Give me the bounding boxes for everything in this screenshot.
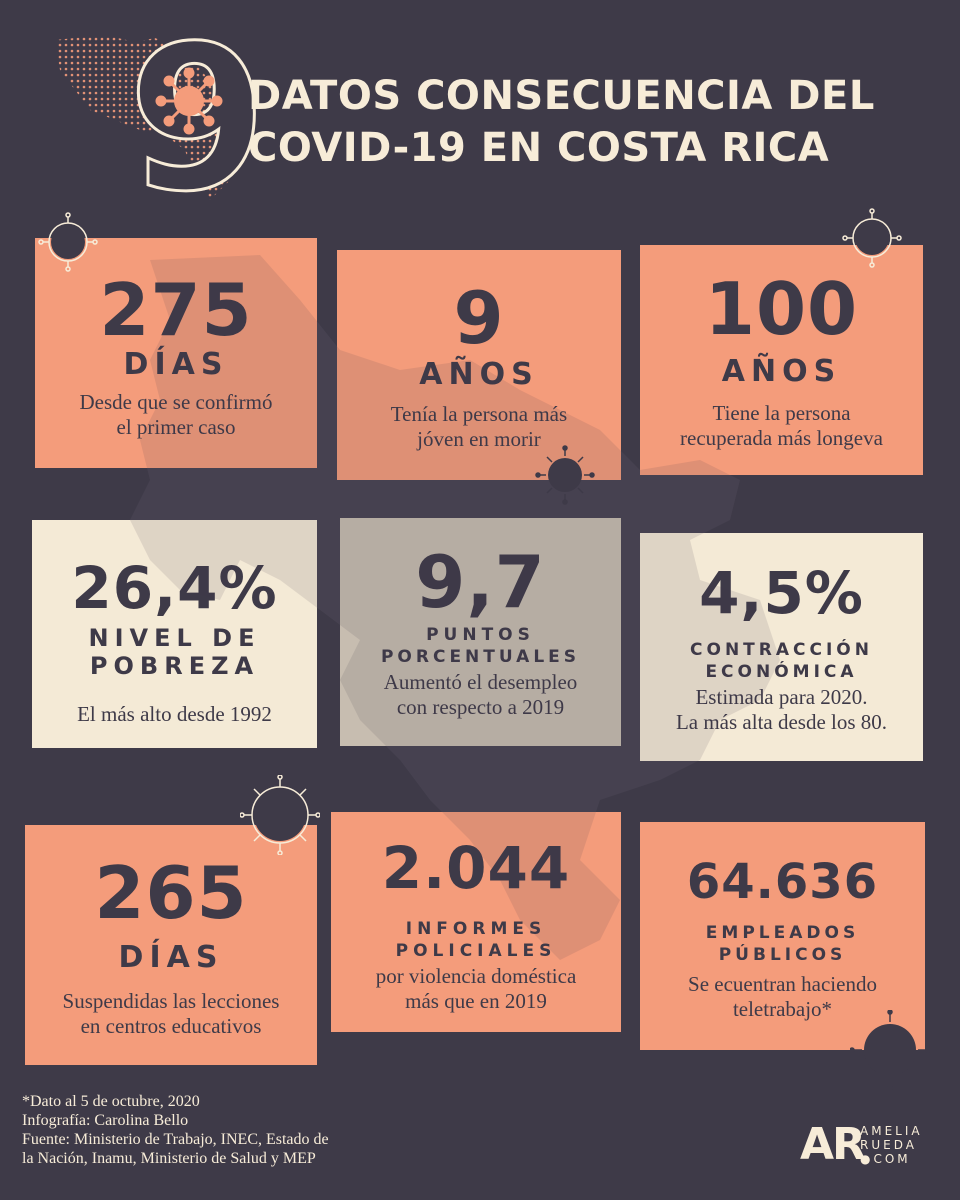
logo-line-2: RUEDA: [860, 1138, 917, 1152]
stat-unit: PUNTOS: [426, 625, 535, 645]
stat-desc-1: El más alto desde 1992: [77, 702, 272, 726]
stat-desc-1: Suspendidas las lecciones: [62, 989, 280, 1013]
stat-desc-1: Tiene la persona: [712, 401, 851, 425]
stat-desc-2: teletrabajo*: [732, 997, 833, 1021]
source-line-2: la Nación, Inamu, Ministerio de Salud y …: [22, 1150, 316, 1167]
stat-card-275-dias: 275 DÍAS Desde que se confirmó el primer…: [35, 238, 317, 468]
stat-number: 4,5%: [699, 559, 864, 627]
virus-icon: [38, 212, 98, 272]
stat-desc-1: Se ecuentran haciendo: [688, 972, 877, 996]
stat-number: 275: [99, 268, 253, 352]
stat-desc-2: el primer caso: [116, 415, 236, 439]
footer-notes: *Dato al 5 de octubre, 2020 Infografía: …: [22, 1092, 329, 1168]
big-nine: 9: [126, 3, 268, 236]
stat-card-pobreza: 26,4% NIVEL DE POBREZA El más alto desde…: [32, 520, 317, 748]
source-line-1: Fuente: Ministerio de Trabajo, INEC, Est…: [22, 1131, 329, 1148]
stat-unit-2: POLICIALES: [395, 941, 557, 961]
logo-line-3: ●COM: [860, 1152, 911, 1166]
virus-icon: [535, 445, 595, 505]
stat-card-empleados: 64.636 EMPLEADOS PÚBLICOS Se ecuentran h…: [640, 822, 925, 1050]
stat-unit: AÑOS: [721, 354, 842, 389]
amelia-rueda-logo[interactable]: AR AMELIA RUEDA ●COM: [800, 1120, 940, 1170]
stat-desc-2: jóven en morir: [417, 427, 541, 451]
virus-icon: [850, 1010, 930, 1090]
stat-card-9-anos: 9 AÑOS Tenía la persona más jóven en mor…: [337, 250, 621, 480]
stat-desc-1: Estimada para 2020.: [695, 685, 868, 709]
stat-unit: NIVEL DE: [88, 624, 261, 652]
stat-unit: EMPLEADOS: [705, 923, 860, 943]
stat-number: 26,4%: [71, 554, 278, 622]
stat-unit-2: ECONÓMICA: [705, 662, 858, 682]
stat-unit-2: PORCENTUALES: [380, 647, 581, 667]
stat-desc-1: Desde que se confirmó: [79, 390, 273, 414]
stat-number: 64.636: [686, 854, 879, 910]
stat-number: 100: [704, 267, 859, 351]
stat-desc-2: con respecto a 2019: [396, 695, 565, 719]
stat-number: 265: [94, 851, 248, 935]
stat-unit: DÍAS: [118, 940, 224, 975]
title-line-2: COVID-19 EN COSTA RICA: [248, 125, 830, 171]
stat-desc-2: más que en 2019: [405, 989, 547, 1013]
stat-desc-1: Tenía la persona más: [390, 402, 568, 426]
stat-unit-2: POBREZA: [89, 652, 260, 680]
stat-number: 9,7: [415, 540, 546, 624]
stat-number: 9: [453, 276, 505, 360]
stat-unit: INFORMES: [405, 919, 547, 939]
virus-icon: [155, 67, 223, 135]
stat-unit: DÍAS: [123, 347, 229, 382]
stat-unit: AÑOS: [419, 357, 539, 392]
credit: Infografía: Carolina Bello: [22, 1112, 189, 1129]
virus-icon: [240, 775, 320, 855]
stat-card-265-dias: 265 DÍAS Suspendidas las lecciones en ce…: [25, 825, 317, 1065]
footnote: *Dato al 5 de octubre, 2020: [22, 1093, 200, 1110]
stat-desc-2: en centros educativos: [80, 1014, 262, 1038]
logo-letters: AR: [800, 1119, 866, 1170]
stat-desc-1: Aumentó el desempleo: [383, 670, 578, 694]
page-title: DATOS CONSECUENCIA DEL COVID-19 EN COSTA…: [248, 70, 875, 174]
stat-card-contraccion: 4,5% CONTRACCIÓN ECONÓMICA Estimada para…: [640, 533, 923, 761]
stat-unit: CONTRACCIÓN: [690, 640, 873, 660]
stat-desc-2: recuperada más longeva: [680, 426, 883, 450]
logo-text: AMELIA RUEDA ●COM: [860, 1124, 923, 1166]
virus-icon: [842, 208, 902, 268]
stat-number: 2.044: [381, 834, 571, 902]
logo-line-1: AMELIA: [860, 1124, 923, 1138]
stat-unit-2: PÚBLICOS: [718, 945, 847, 965]
stat-desc-1: por violencia doméstica: [375, 964, 577, 988]
dotted-map-icon: [55, 35, 240, 200]
stat-card-desempleo: 9,7 PUNTOS PORCENTUALES Aumentó el desem…: [340, 518, 621, 746]
stat-card-informes: 2.044 INFORMES POLICIALES por violencia …: [331, 812, 621, 1032]
title-line-1: DATOS CONSECUENCIA DEL: [248, 73, 875, 119]
header: 9 DATOS CONSECUENCIA DEL COVID-19 EN COS…: [0, 0, 960, 236]
stat-desc-2: La más alta desde los 80.: [675, 710, 888, 734]
stat-card-100-anos: 100 AÑOS Tiene la persona recuperada más…: [640, 245, 923, 475]
